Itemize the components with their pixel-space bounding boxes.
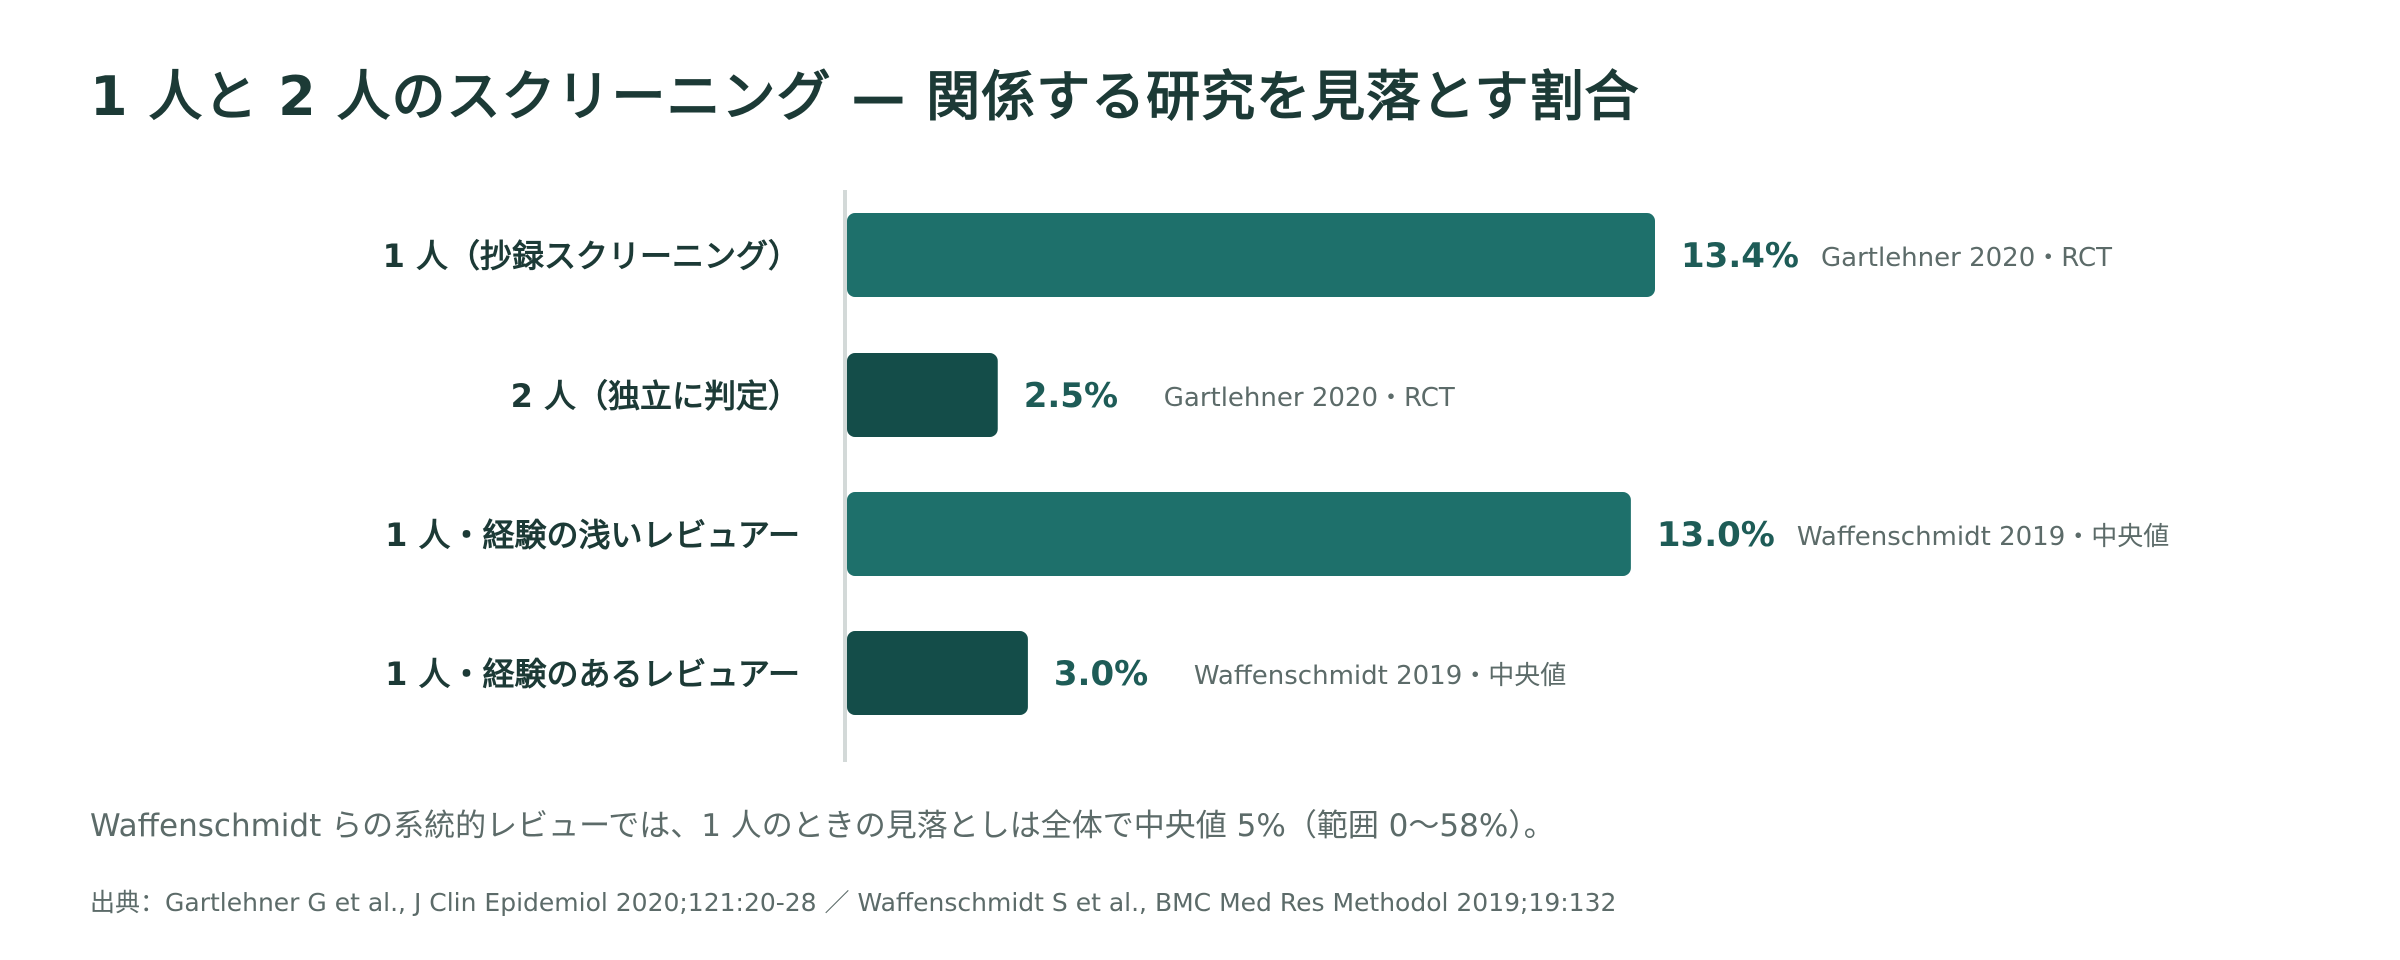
source-annotation: Gartlehner 2020・RCT <box>1164 383 1455 413</box>
category-label: 1 人・経験の浅いレビュアー <box>385 516 800 554</box>
value-label: 13.0% <box>1657 515 1775 555</box>
bar <box>847 631 1028 715</box>
chart-source: 出典：Gartlehner G et al., J Clin Epidemiol… <box>90 888 1617 917</box>
bar <box>847 213 1655 297</box>
value-label: 2.5% <box>1024 376 1118 416</box>
bar <box>847 492 1631 576</box>
bar <box>847 353 998 437</box>
value-label: 13.4% <box>1681 236 1799 276</box>
source-annotation: Waffenschmidt 2019・中央値 <box>1797 522 2169 552</box>
category-label: 2 人（独立に判定） <box>511 377 800 415</box>
chart-title: 1 人と 2 人のスクリーニング — 関係する研究を見落とす割合 <box>90 65 1640 128</box>
category-label: 1 人・経験のあるレビュアー <box>385 655 800 693</box>
source-annotation: Waffenschmidt 2019・中央値 <box>1194 661 1566 691</box>
value-label: 3.0% <box>1054 654 1148 694</box>
chart-note: Waffenschmidt らの系統的レビューでは、1 人のときの見落としは全体… <box>90 808 1555 844</box>
source-annotation: Gartlehner 2020・RCT <box>1821 243 2112 273</box>
category-label: 1 人（抄録スクリーニング） <box>383 237 800 275</box>
